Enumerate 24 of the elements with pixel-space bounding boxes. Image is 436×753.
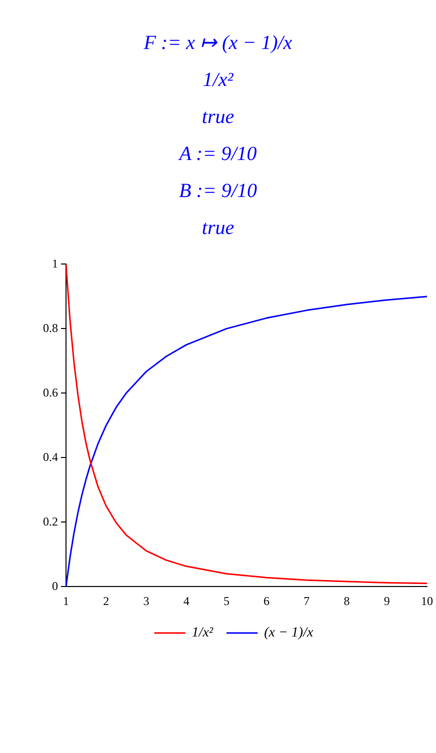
x-tick-label: 3: [143, 594, 150, 608]
text: A := 9/10: [177, 143, 258, 166]
x-tick-label: 2: [103, 594, 110, 608]
x-tick-label: 6: [264, 594, 270, 608]
x-tick-label: 9: [384, 594, 390, 608]
x-tick-label: 4: [183, 594, 190, 608]
text: true: [200, 217, 236, 240]
y-tick-label: 0.4: [43, 450, 58, 464]
text: F := x ↦ (x − 1)/x: [142, 31, 294, 55]
text: B := 9/10: [178, 180, 258, 203]
x-tick-label: 10: [421, 594, 433, 608]
y-tick-label: 0.8: [43, 320, 58, 335]
y-tick-label: 1: [52, 256, 58, 270]
y-tick-label: 0.2: [43, 514, 58, 528]
x-tick-label: 5: [223, 594, 230, 608]
y-tick-label: 0.6: [43, 385, 58, 400]
text: true: [200, 106, 236, 129]
legend-label: (x − 1)/x: [264, 626, 314, 641]
legend-label: 1/x²: [192, 626, 214, 641]
x-tick-label: 8: [344, 594, 350, 608]
x-tick-label: 7: [304, 594, 310, 608]
x-tick-label: 1: [63, 594, 69, 608]
y-tick-label: 0: [52, 578, 58, 593]
text: 1/x²: [202, 69, 234, 92]
